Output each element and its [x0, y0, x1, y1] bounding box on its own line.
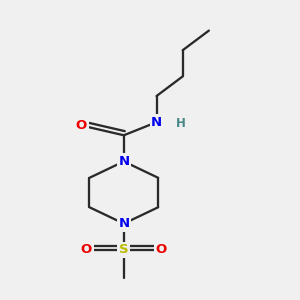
Text: N: N — [118, 155, 129, 168]
Text: H: H — [176, 117, 186, 130]
Text: O: O — [81, 243, 92, 256]
Text: O: O — [156, 243, 167, 256]
Text: N: N — [118, 217, 129, 230]
Text: O: O — [76, 119, 87, 132]
Text: S: S — [119, 243, 129, 256]
Text: N: N — [151, 116, 162, 129]
